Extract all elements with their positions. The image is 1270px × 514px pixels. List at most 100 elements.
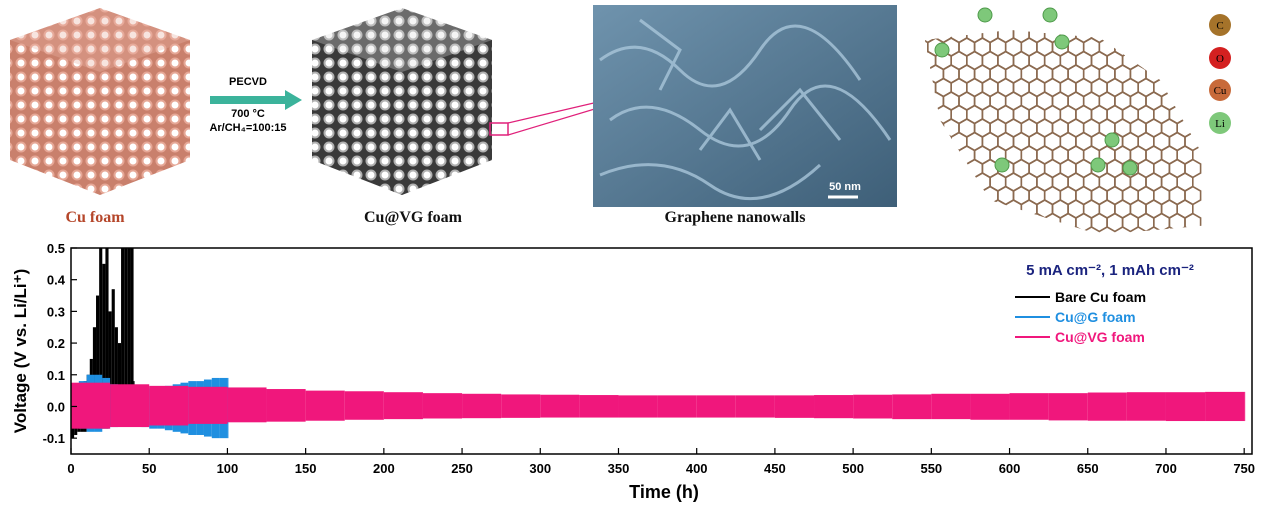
hexagon: [1176, 37, 1194, 57]
hexagon: [1176, 64, 1194, 84]
hexagon: [959, 11, 975, 29]
process-step: 700 °C: [231, 108, 265, 120]
voltage-band: [540, 394, 580, 418]
hexagon: [1043, 212, 1062, 233]
atom-legend: [1209, 14, 1231, 134]
hexagon: [925, 77, 937, 98]
voltage-band: [110, 384, 150, 428]
hexagon: [1068, 11, 1084, 29]
hexagon: [926, 199, 945, 219]
voltage-band: [618, 395, 658, 418]
x-tick-label: 600: [999, 461, 1021, 476]
hexagon: [950, 158, 968, 179]
x-tick-label: 300: [529, 461, 551, 476]
hexagon: [1153, 212, 1171, 233]
voltage-band: [774, 395, 815, 418]
hexagon: [965, 212, 984, 233]
y-axis-label: Voltage (V vs. Li/Li⁺): [11, 269, 30, 434]
voltage-band: [501, 394, 541, 418]
hexagon: [1084, 11, 1100, 29]
cu-foam-label: Cu foam: [65, 209, 125, 226]
sem-label: Graphene nanowalls: [665, 209, 806, 226]
hexagon: [912, 11, 928, 29]
process-step: PECVD: [229, 76, 267, 88]
hexagon: [1115, 11, 1131, 29]
voltage-band: [422, 393, 463, 419]
scale-bar-label: 50 nm: [829, 181, 861, 193]
y-tick-label: 0.2: [47, 336, 65, 351]
hexagon: [942, 145, 960, 165]
sem-image: [593, 5, 897, 207]
voltage-band: [102, 263, 106, 429]
hexagon: [1153, 30, 1171, 44]
x-axis-label: Time (h): [629, 482, 699, 502]
x-tick-label: 100: [217, 461, 239, 476]
hexagon: [965, 185, 984, 206]
hexagon: [925, 118, 929, 138]
voltage-band: [344, 391, 384, 420]
hexagon: [934, 212, 953, 233]
x-tick-label: 0: [67, 461, 74, 476]
hexagon: [925, 37, 929, 57]
hexagon: [1168, 77, 1186, 98]
hexagon: [928, 11, 944, 29]
voltage-band: [149, 385, 189, 426]
voltage-band: [105, 248, 109, 429]
voltage-band: [124, 248, 128, 426]
plot-area: [71, 248, 1246, 439]
voltage-band: [108, 311, 112, 426]
x-tick-label: 50: [142, 461, 156, 476]
hexagon: [925, 131, 937, 152]
hexagon: [943, 11, 959, 29]
hexagon: [1168, 30, 1186, 44]
hexagon: [950, 185, 968, 206]
hexagon: [1153, 50, 1171, 71]
voltage-band: [931, 393, 971, 420]
hexagon: [1004, 199, 1023, 219]
li-atoms: [934, 7, 1138, 176]
hexagon: [1006, 11, 1022, 29]
x-tick-label: 350: [608, 461, 630, 476]
y-tick-label: 0.4: [47, 273, 66, 288]
process-step: Ar/CH₄=100:15: [209, 122, 286, 134]
hexagon: [1021, 11, 1037, 29]
voltage-band: [814, 395, 854, 419]
x-tick-label: 550: [920, 461, 942, 476]
voltage-band: [130, 248, 134, 423]
hexagon: [1106, 30, 1124, 44]
process-arrow: [210, 90, 302, 110]
hexagon: [1090, 212, 1108, 233]
y-tick-label: 0.3: [47, 304, 65, 319]
hexagon: [925, 91, 929, 111]
hexagon: [1145, 37, 1163, 57]
atom-legend-label: O: [1216, 53, 1224, 65]
voltage-band: [111, 289, 115, 426]
voltage-band: [1205, 391, 1245, 422]
hexagon: [1160, 64, 1178, 84]
voltage-band: [114, 327, 118, 426]
hexagon: [925, 212, 937, 233]
voltage-band: [970, 393, 1010, 420]
hexagon: [925, 199, 929, 219]
x-tick-label: 650: [1077, 461, 1099, 476]
hexagon: [925, 185, 937, 206]
y-tick-label: 0.1: [47, 368, 65, 383]
voltage-band: [1244, 391, 1246, 422]
hexagon: [926, 118, 945, 138]
hexagon: [1184, 30, 1202, 44]
hexagon: [990, 11, 1006, 29]
hexagon: [942, 172, 960, 192]
hexagon: [958, 199, 976, 219]
annotation: 5 mA cm⁻², 1 mAh cm⁻²: [1026, 262, 1194, 279]
y-tick-label: 0.0: [47, 399, 65, 414]
hexagon: [997, 212, 1015, 233]
hexagon: [1028, 212, 1046, 233]
hexagon: [989, 199, 1007, 219]
voltage-band: [383, 392, 423, 420]
hexagon: [1184, 212, 1202, 233]
voltage-band: [1087, 392, 1127, 421]
hexagon: [958, 172, 976, 192]
hexagon: [1184, 104, 1202, 125]
vg-foam-image: [312, 8, 629, 195]
voltage-band: [127, 248, 131, 423]
